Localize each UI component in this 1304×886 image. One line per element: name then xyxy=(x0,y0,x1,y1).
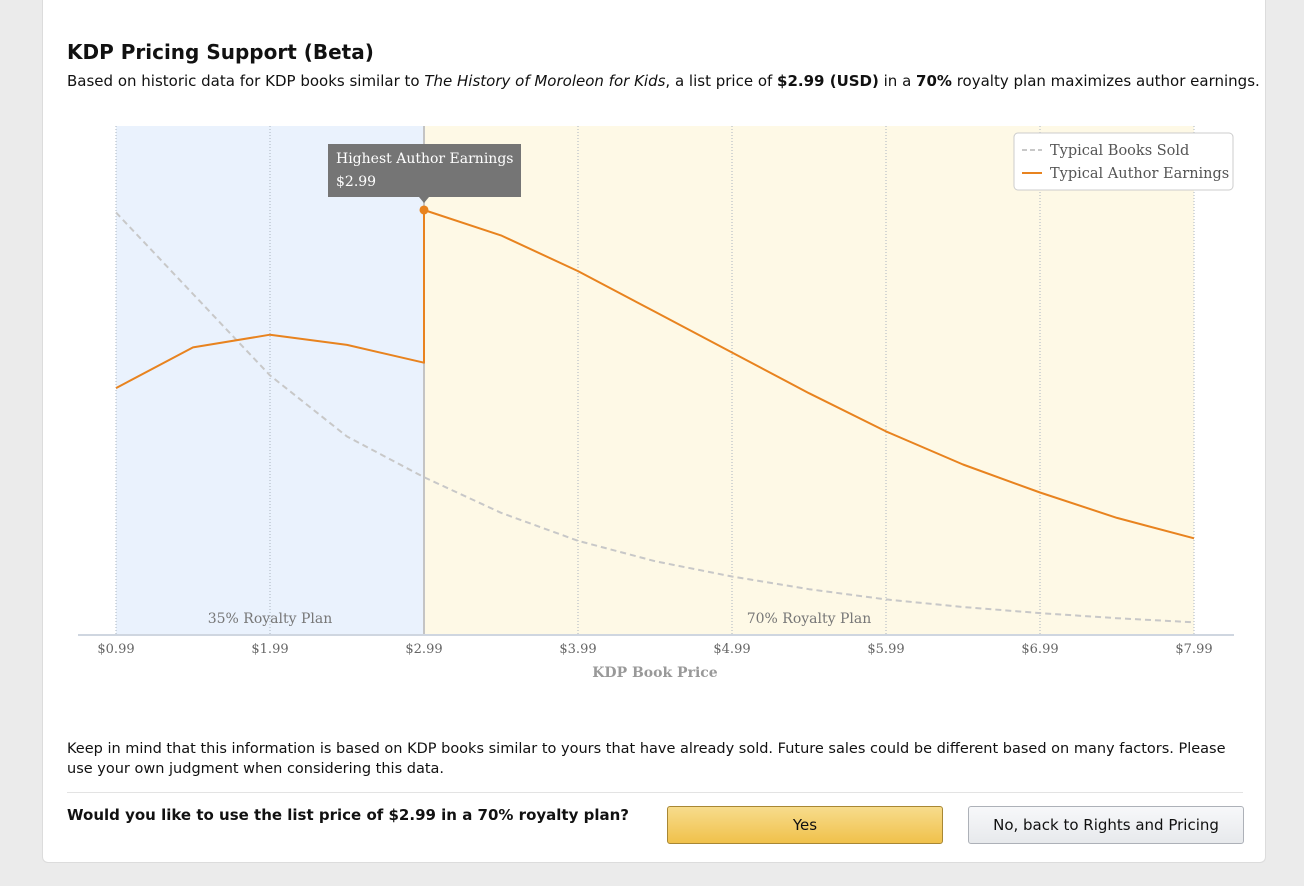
tooltip-title: Highest Author Earnings xyxy=(336,151,513,167)
x-tick-label: $5.99 xyxy=(867,642,904,657)
summary-mid: , a list price of xyxy=(665,72,778,90)
books-sold-line xyxy=(115,211,1195,624)
x-tick-label: $4.99 xyxy=(713,642,750,657)
recommended-price: $2.99 (USD) xyxy=(777,72,879,90)
back-to-rights-and-pricing-button[interactable]: No, back to Rights and Pricing xyxy=(968,806,1244,844)
x-tick-label: $0.99 xyxy=(97,642,134,657)
tooltip-value: $2.99 xyxy=(336,174,376,190)
tooltip-pointer xyxy=(419,197,429,203)
yes-button[interactable]: Yes xyxy=(667,806,943,844)
x-tick-label: $1.99 xyxy=(251,642,288,657)
royalty-region-70 xyxy=(424,126,1194,635)
pricing-chart: 35% Royalty Plan 70% Royalty Plan $0.99 $1.… xyxy=(78,126,1234,681)
x-tick-label: $3.99 xyxy=(559,642,596,657)
book-title: The History of Moroleon for Kids xyxy=(424,72,666,90)
legend-item-label: Typical Books Sold xyxy=(1050,143,1189,159)
divider xyxy=(67,792,1243,793)
pricing-summary: Based on historic data for KDP books sim… xyxy=(67,72,1260,90)
legend-item-label: Typical Author Earnings xyxy=(1050,166,1229,182)
summary-mid2: in a xyxy=(878,72,917,90)
tooltip-box xyxy=(328,144,521,197)
author-earnings-line xyxy=(115,209,1195,540)
recommended-royalty: 70% xyxy=(916,72,952,90)
royalty-region-label: 70% Royalty Plan xyxy=(747,611,872,627)
highest-earnings-point xyxy=(419,205,429,215)
summary-suffix: royalty plan maximizes author earnings. xyxy=(951,72,1260,90)
legend-box xyxy=(1013,132,1234,191)
x-axis-title: KDP Book Price xyxy=(592,665,718,681)
x-tick-label: $7.99 xyxy=(1175,642,1212,657)
x-tick-label: $2.99 xyxy=(405,642,442,657)
royalty-region-label: 35% Royalty Plan xyxy=(208,611,333,627)
disclaimer-note: Keep in mind that this information is ba… xyxy=(67,741,1226,777)
page-title: KDP Pricing Support (Beta) xyxy=(67,40,374,64)
x-tick-label: $6.99 xyxy=(1021,642,1058,657)
summary-prefix: Based on historic data for KDP books sim… xyxy=(67,72,425,90)
confirm-question: Would you like to use the list price of … xyxy=(67,806,629,824)
